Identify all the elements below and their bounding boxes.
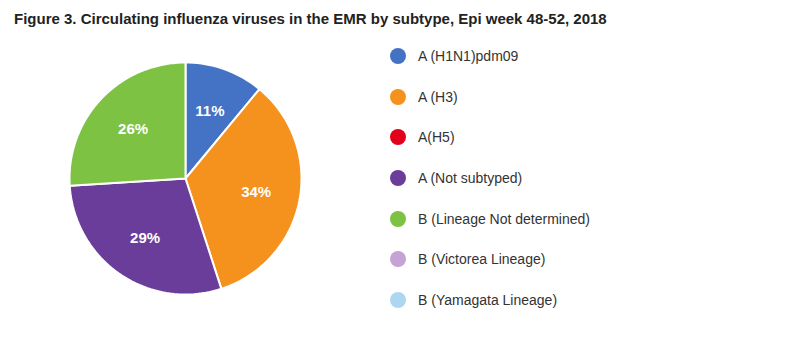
html-text:B (Yamagata Lineage): B (Yamagata Lineage) — [418, 291, 558, 308]
html-text:A (Not subtyped): A (Not subtyped) — [418, 170, 523, 186]
svg-text:29%: 29% — [130, 229, 160, 246]
html-text:A (H3): A (H3) — [418, 88, 458, 105]
svg-text:34%: 34% — [241, 183, 271, 200]
svg-text:11%: 11% — [195, 102, 224, 119]
html-text:A(H5): A(H5) — [418, 129, 455, 146]
html-text:B (Lineage Not determined): B (Lineage Not determined) — [418, 210, 590, 227]
html-text:A (H1N1)pdm09: A (H1N1)pdm09 — [418, 48, 519, 64]
html-text:B (Victorea Lineage): B (Victorea Lineage) — [418, 251, 546, 268]
svg-text:26%: 26% — [118, 120, 148, 137]
html-text:Figure 3. Circulating influenz: Figure 3. Circulating influenza viruses … — [14, 10, 607, 27]
